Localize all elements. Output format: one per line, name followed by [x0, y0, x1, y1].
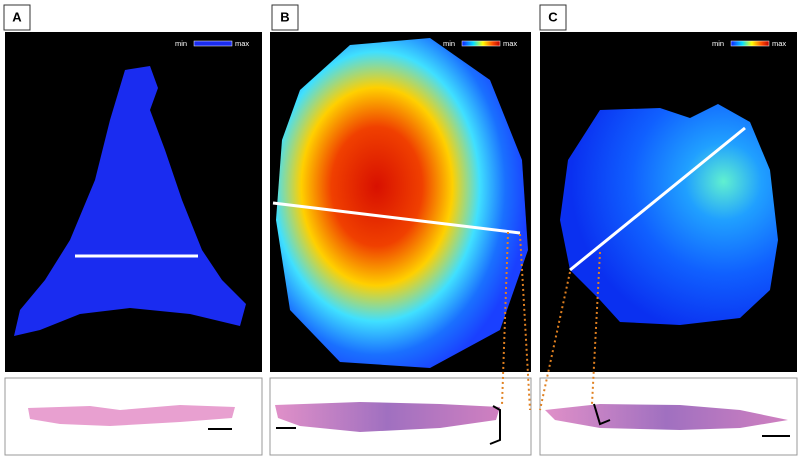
histology [275, 402, 500, 432]
legend-max: max [503, 39, 517, 48]
label-box [271, 4, 299, 31]
section-line [569, 126, 746, 272]
colorbar [461, 40, 501, 47]
legend-max: max [235, 39, 249, 48]
bracket [489, 405, 501, 445]
histology [545, 404, 788, 430]
section-line [272, 201, 521, 235]
label-box [539, 4, 567, 31]
panel-label: A [12, 9, 22, 24]
panel-label: B [280, 9, 289, 24]
colorbar [193, 40, 233, 47]
specimen [560, 104, 778, 325]
bracket [593, 403, 611, 426]
legend-min: min [175, 39, 187, 48]
legend-min: min [443, 39, 455, 48]
specimen [276, 38, 528, 368]
connectors [501, 231, 601, 411]
specimen [14, 66, 246, 336]
legend-min: min [712, 39, 724, 48]
panel-label: C [548, 9, 558, 24]
legend-max: max [772, 39, 786, 48]
histology [28, 405, 235, 426]
colorbar [730, 40, 770, 47]
label-box [3, 4, 31, 31]
